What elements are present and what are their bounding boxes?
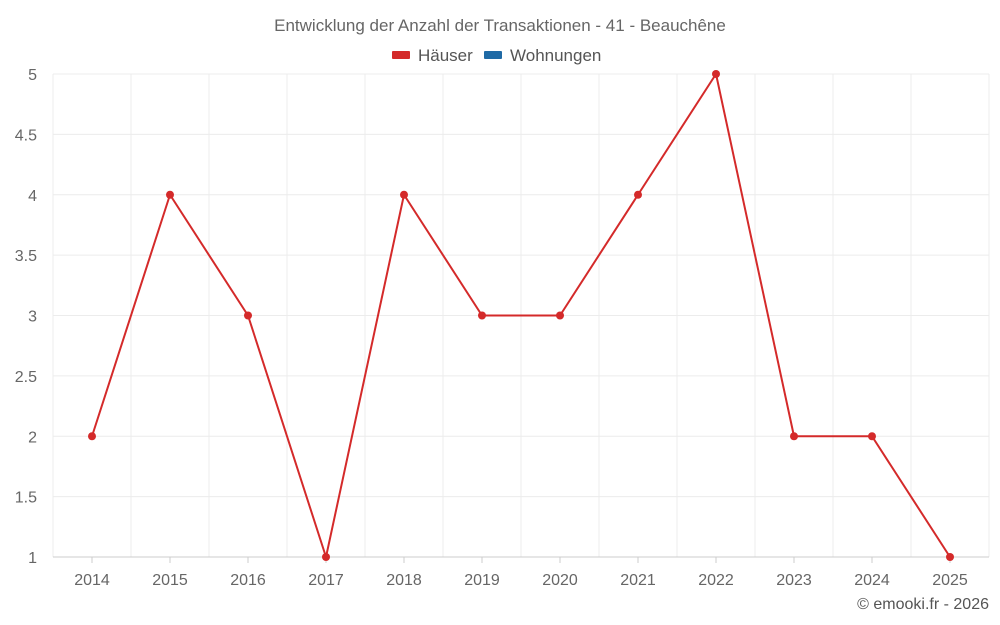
data-point[interactable] [634,190,642,199]
x-tick-label: 2015 [152,572,188,589]
data-point[interactable] [322,553,330,561]
data-point[interactable] [478,311,486,320]
x-tick-label: 2014 [74,572,110,589]
y-tick-label: 1.5 [15,490,37,507]
chart-title: Entwicklung der Anzahl der Transaktionen… [274,16,726,35]
x-tick-label: 2023 [776,572,812,589]
data-point[interactable] [166,190,174,199]
legend-label-wohnungen: Wohnungen [510,46,601,65]
y-tick-label: 5 [28,67,37,84]
y-tick-label: 2.5 [15,369,37,386]
y-tick-label: 2 [28,429,37,446]
series-haeuser [88,70,954,561]
x-tick-label: 2021 [620,572,656,589]
data-point[interactable] [400,190,408,199]
x-tick-label: 2024 [854,572,890,589]
x-tick-label: 2018 [386,572,422,589]
y-tick-label: 3 [28,309,37,326]
legend-item-wohnungen[interactable]: Wohnungen [484,46,601,65]
legend-label-haeuser: Häuser [418,46,473,65]
legend: Häuser Wohnungen [392,46,601,65]
y-tick-label: 3.5 [15,248,37,265]
y-tick-label: 4.5 [15,127,37,144]
x-tick-label: 2019 [464,572,500,589]
legend-swatch-haeuser [392,51,410,59]
data-point[interactable] [88,432,96,441]
x-tick-label: 2016 [230,572,266,589]
legend-swatch-wohnungen [484,51,502,59]
credit-text: © emooki.fr - 2026 [857,596,989,613]
y-tick-label: 4 [28,188,37,205]
axes: 1 1.5 2 2.5 3 3.5 4 4.5 5 2014 2015 2016 2017 2018 201… [15,67,989,589]
x-tick-label: 2025 [932,572,968,589]
x-tick-label: 2020 [542,572,578,589]
data-point[interactable] [244,311,252,320]
x-tick-label: 2022 [698,572,734,589]
series-line-haeuser [91,73,951,558]
data-point[interactable] [868,432,876,441]
legend-item-haeuser[interactable]: Häuser [392,46,473,65]
y-tick-label: 1 [28,550,37,567]
data-point[interactable] [712,70,720,78]
data-point[interactable] [556,311,564,320]
data-point[interactable] [790,432,798,441]
data-point[interactable] [946,553,954,561]
x-tick-label: 2017 [308,572,344,589]
